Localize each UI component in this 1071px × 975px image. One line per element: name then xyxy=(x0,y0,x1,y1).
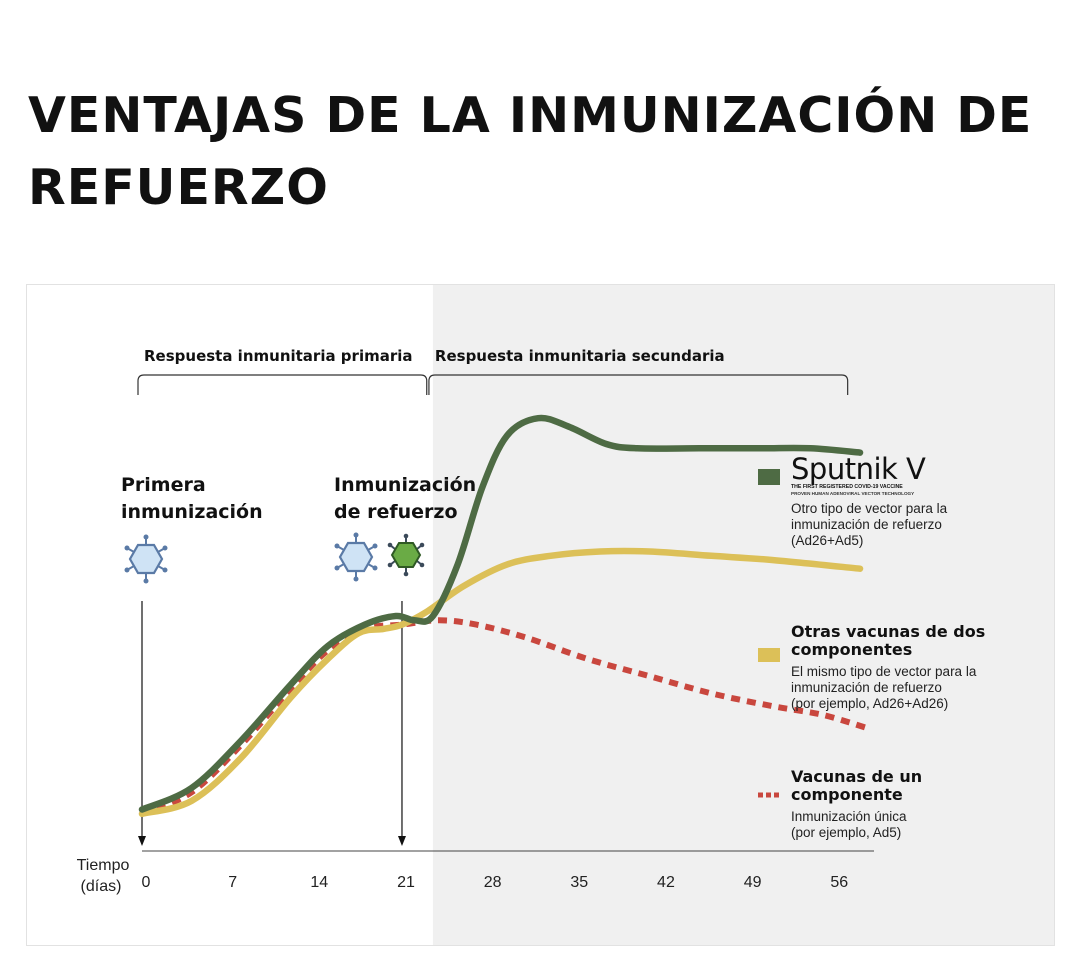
virus-icon xyxy=(333,531,379,583)
phase-label: Respuesta inmunitaria secundaria xyxy=(435,347,725,365)
x-tick-label: 28 xyxy=(484,874,502,891)
chart-panel: Respuesta inmunitaria primaria Respuesta … xyxy=(26,284,1055,946)
phase-bracket xyxy=(428,374,849,395)
event-label: Primera xyxy=(121,474,206,496)
event-label: de refuerzo xyxy=(334,501,458,523)
secondary-phase-shading xyxy=(432,285,1054,945)
phase-label: Respuesta inmunitaria primaria xyxy=(144,347,413,365)
legend-desc-one-component: Inmunización única xyxy=(791,809,907,824)
series-line-two-component xyxy=(138,547,864,818)
legend-brand-tagline: THE FIRST REGISTERED COVID-19 VACCINE xyxy=(791,484,903,490)
event-label: inmunización xyxy=(121,501,263,523)
legend-brand-tagline: PROVEN HUMAN ADENOVIRAL VECTOR TECHNOLOG… xyxy=(791,491,914,496)
legend-desc-two-component: (por ejemplo, Ad26+Ad26) xyxy=(791,696,948,711)
legend-desc-sputnik-v: Otro tipo de vector para la xyxy=(791,501,948,516)
legend-brand-sputnik-v: Sputnik V xyxy=(791,452,926,486)
virus-icon xyxy=(123,533,169,585)
x-tick-label: 35 xyxy=(570,874,588,891)
legend-desc-two-component: inmunización de refuerzo xyxy=(791,680,942,695)
event-label: Inmunización xyxy=(334,474,476,496)
x-tick-label: 7 xyxy=(228,874,237,891)
legend-desc-one-component: (por ejemplo, Ad5) xyxy=(791,825,901,840)
series-line-one-component xyxy=(140,617,868,817)
legend-desc-two-component: El mismo tipo de vector para la xyxy=(791,664,977,679)
x-axis-label: (días) xyxy=(81,878,122,895)
page-title: VENTAJAS DE LA INMUNIZACIÓN DE REFUERZO xyxy=(28,87,1033,216)
x-tick-label: 49 xyxy=(744,874,762,891)
virus-green-icon xyxy=(387,533,425,577)
legend-title-one-component: componente xyxy=(791,785,903,804)
legend-swatch-sputnik-v xyxy=(758,469,780,485)
legend-swatch-two-component xyxy=(758,648,780,662)
x-tick-label: 42 xyxy=(657,874,675,891)
x-tick-label: 56 xyxy=(830,874,848,891)
x-tick-label: 14 xyxy=(310,874,328,891)
legend-desc-sputnik-v: inmunización de refuerzo xyxy=(791,517,942,532)
x-axis-label: Tiempo xyxy=(77,857,130,874)
phase-bracket xyxy=(137,374,428,395)
legend-title-two-component: componentes xyxy=(791,640,912,659)
event-arrowhead xyxy=(138,836,146,846)
series-line-sputnik-v xyxy=(138,414,864,813)
immune-response-chart: Respuesta inmunitaria primaria Respuesta … xyxy=(77,285,1054,945)
legend-title-one-component: Vacunas de un xyxy=(791,767,922,786)
legend-title-two-component: Otras vacunas de dos xyxy=(791,622,985,641)
x-tick-label: 0 xyxy=(142,874,151,891)
legend-desc-sputnik-v: (Ad26+Ad5) xyxy=(791,533,863,548)
x-tick-label: 21 xyxy=(397,874,415,891)
event-arrowhead xyxy=(397,836,406,846)
